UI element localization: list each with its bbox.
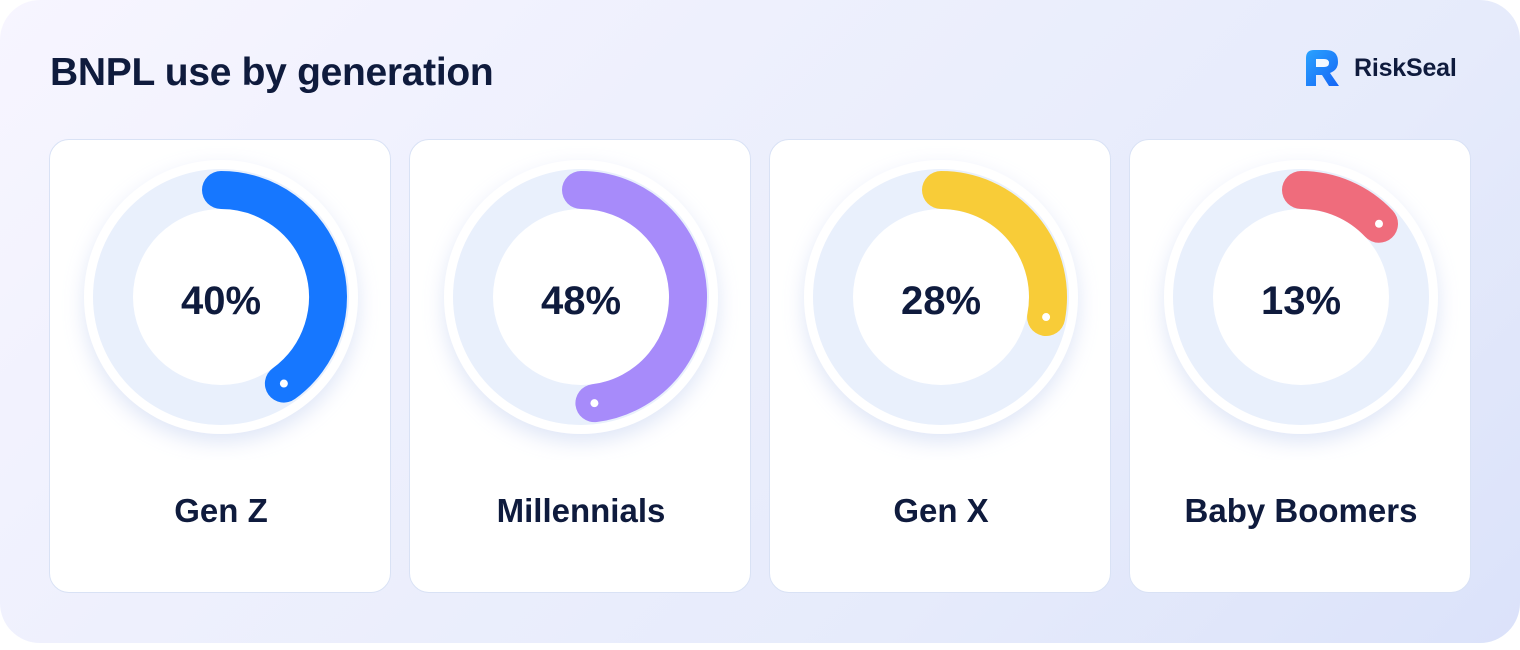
generation-label: Gen X — [893, 492, 989, 529]
donut-chart — [444, 160, 718, 434]
chart-card: 13% Baby Boomers — [1129, 139, 1471, 593]
donut-chart — [84, 160, 358, 434]
chart-card: 48% Millennials — [409, 139, 751, 593]
donut-end-dot — [1042, 313, 1051, 322]
percent-value: 28% — [900, 279, 982, 323]
donut-value-arc — [202, 171, 347, 403]
donut-center — [493, 209, 669, 385]
donut-value-arc — [1282, 171, 1398, 243]
donut-value-arc — [562, 171, 708, 423]
donut-center — [1213, 209, 1389, 385]
donut-end-dot — [279, 379, 288, 388]
generation-label: Millennials — [496, 492, 666, 529]
donut-end-dot — [1375, 219, 1383, 228]
generation-label: Baby Boomers — [1184, 492, 1418, 529]
percent-value: 13% — [1260, 279, 1342, 323]
donut-value-arc — [922, 171, 1067, 337]
donut-chart — [804, 160, 1078, 434]
donut-center — [853, 209, 1029, 385]
riskseal-logo-icon — [1306, 50, 1339, 86]
percent-value: 48% — [540, 279, 622, 323]
chart-card: 28% Gen X — [769, 139, 1111, 593]
donut-chart — [1164, 160, 1438, 434]
donut-center — [133, 209, 309, 385]
generation-label: Gen Z — [174, 492, 268, 529]
brand-name: RiskSeal — [1354, 53, 1457, 82]
percent-value: 40% — [180, 279, 262, 323]
page-title: BNPL use by generation — [50, 51, 494, 94]
brand-logo[interactable]: RiskSeal — [1302, 48, 1457, 88]
chart-card: 40% Gen Z — [49, 139, 391, 593]
donut-end-dot — [590, 399, 599, 408]
